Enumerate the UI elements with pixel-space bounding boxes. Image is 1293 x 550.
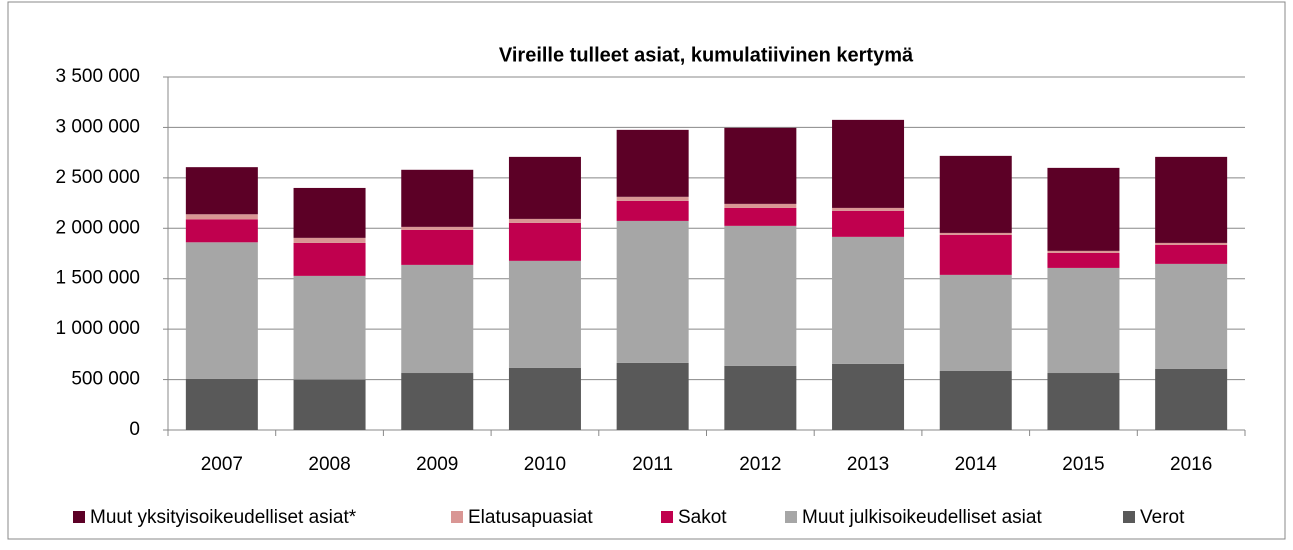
legend-swatch (73, 511, 85, 523)
legend-label: Muut julkisoikeudelliset asiat (802, 507, 1042, 528)
bar-segment (832, 119, 905, 208)
legend-label: Verot (1140, 507, 1185, 528)
bar-segment (939, 234, 1012, 275)
x-tick-label: 2016 (1170, 454, 1212, 475)
bar-segment (724, 207, 797, 226)
legend-swatch (785, 511, 797, 523)
x-tick-label: 2013 (847, 454, 889, 475)
bar-segment (724, 203, 797, 208)
bar-segment (832, 236, 905, 364)
y-tick-label: 2 000 000 (55, 217, 140, 238)
bar-segment (832, 210, 905, 237)
y-tick-label: 2 500 000 (55, 167, 140, 188)
bar-segment (293, 242, 366, 276)
bar-segment (401, 229, 474, 265)
x-tick-label: 2011 (632, 454, 673, 475)
y-tick-label: 1 000 000 (55, 318, 140, 339)
bar-segment (1155, 242, 1228, 245)
bar-segment (616, 196, 689, 201)
bar-segment (401, 226, 474, 230)
bar-segment (293, 379, 366, 430)
bar-segment (185, 214, 258, 220)
bar-segment (1047, 252, 1120, 268)
bar-segment (616, 200, 689, 221)
bar-segment (185, 167, 258, 215)
bar-segment (508, 260, 581, 368)
bar-segment (1155, 244, 1228, 264)
bar-segment (401, 169, 474, 227)
bar-segment (1155, 156, 1228, 243)
bar-segment (1047, 373, 1120, 430)
bar-segment (832, 207, 905, 211)
bar-segment (724, 365, 797, 430)
bar-segment (293, 275, 366, 380)
bar-segment (508, 218, 581, 223)
bar-segment (1047, 267, 1120, 374)
bar-segment (508, 222, 581, 261)
legend-label: Sakot (678, 507, 727, 528)
y-tick-label: 3 000 000 (55, 116, 140, 137)
bar-segment (185, 242, 258, 379)
bar-segment (939, 155, 1012, 233)
y-tick-label: 0 (129, 419, 140, 440)
x-tick-label: 2008 (308, 454, 350, 475)
bar-segment (401, 373, 474, 430)
bar-segment (724, 127, 797, 204)
bar-segment (1155, 368, 1228, 430)
bar-segment (724, 225, 797, 366)
x-tick-label: 2010 (524, 454, 566, 475)
y-tick-label: 500 000 (71, 369, 140, 390)
x-tick-label: 2009 (416, 454, 458, 475)
x-tick-label: 2014 (955, 454, 998, 475)
bar-segment (939, 274, 1012, 371)
legend-label: Muut yksityisoikeudelliset asiat* (90, 507, 357, 528)
bar-segment (616, 362, 689, 430)
bar-segment (832, 363, 905, 430)
bar-segment (616, 129, 689, 197)
bar-segment (1047, 250, 1120, 253)
chart-title: Vireille tulleet asiat, kumulatiivinen k… (499, 44, 914, 66)
bar-segment (508, 156, 581, 219)
bar-segment (1155, 263, 1228, 369)
x-tick-label: 2007 (201, 454, 243, 475)
x-tick-label: 2015 (1062, 454, 1104, 475)
legend-swatch (1123, 511, 1135, 523)
bar-segment (293, 237, 366, 243)
legend-swatch (451, 511, 463, 523)
bar-segment (185, 378, 258, 430)
bar-segment (508, 367, 581, 430)
legend-swatch (661, 511, 673, 523)
bar-segment (185, 219, 258, 243)
y-tick-label: 1 500 000 (55, 268, 140, 289)
x-tick-label: 2012 (739, 454, 781, 475)
bar-segment (401, 264, 474, 374)
bar-segment (293, 187, 366, 238)
bar-segment (939, 232, 1012, 235)
bar-segment (1047, 167, 1120, 251)
bar-segment (939, 370, 1012, 430)
legend-label: Elatusapuasiat (468, 507, 593, 528)
y-tick-label: 3 500 000 (55, 66, 140, 87)
bar-segment (616, 220, 689, 363)
